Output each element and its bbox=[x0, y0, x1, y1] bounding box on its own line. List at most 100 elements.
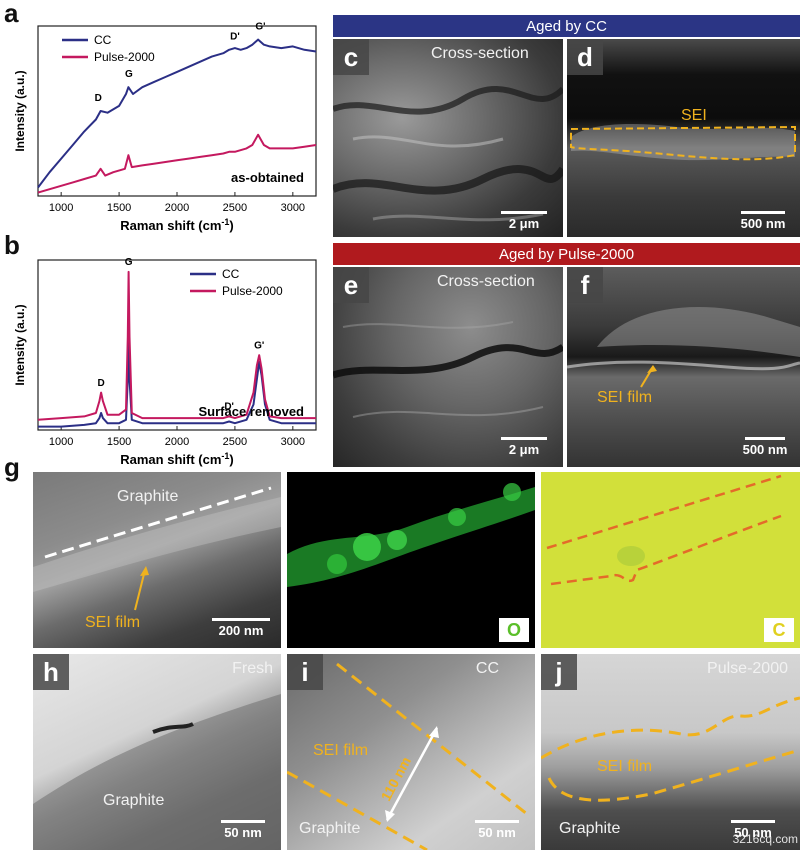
chart-b-xtick-label-0: 1000 bbox=[49, 436, 73, 448]
chart-b-xtick-label-2: 2000 bbox=[165, 436, 189, 448]
chart-b-series-pulse bbox=[37, 270, 316, 421]
scalebar-e: 2 μm bbox=[497, 437, 551, 457]
scalebar-h-text: 50 nm bbox=[224, 825, 262, 840]
element-label-c: C bbox=[764, 618, 794, 642]
caption-i: CC bbox=[475, 660, 499, 677]
band-aged-pulse: Aged by Pulse-2000 bbox=[333, 243, 800, 265]
label-graphite-g1: Graphite bbox=[117, 488, 179, 505]
sem-panel-g1: Graphite SEI film 200 nm bbox=[33, 472, 281, 648]
panel-letter-i: i bbox=[287, 654, 323, 690]
label-sei-film-g1: SEI film bbox=[85, 614, 141, 631]
scalebar-j-text: 50 nm bbox=[734, 825, 772, 840]
chart-b-peak-0: D bbox=[98, 378, 105, 389]
chart-b-xtick-label-1: 1500 bbox=[107, 436, 131, 448]
label-sei-d: SEI bbox=[681, 107, 707, 124]
panel-letter-d: d bbox=[567, 39, 603, 75]
chart-b-legend-label-0: CC bbox=[222, 267, 240, 281]
chart-b-xtick-label-3: 2500 bbox=[223, 436, 247, 448]
label-graphite-h: Graphite bbox=[103, 792, 165, 809]
scalebar-e-text: 2 μm bbox=[508, 442, 540, 457]
tem-overlay-j bbox=[541, 696, 800, 802]
chart-b-legend-label-1: Pulse-2000 bbox=[222, 284, 283, 298]
chart-a-xtick-label-3: 2500 bbox=[223, 202, 247, 214]
label-sei-film-i: SEI film bbox=[313, 742, 369, 759]
band-aged-cc: Aged by CC bbox=[333, 15, 800, 37]
eds-map-oxygen: O bbox=[287, 472, 535, 648]
chart-a-legend-label-0: CC bbox=[94, 33, 112, 47]
scalebar-d-text: 500 nm bbox=[740, 216, 786, 231]
tem-panel-h: h Fresh Graphite 50 nm bbox=[33, 654, 281, 850]
sem-panel-c: c Cross-section 2 μm bbox=[333, 39, 563, 237]
scalebar-d: 500 nm bbox=[731, 211, 795, 231]
label-sei-film-f: SEI film bbox=[597, 389, 653, 406]
panel-letter-c: c bbox=[333, 39, 369, 75]
sem-texture-f bbox=[567, 307, 800, 388]
scalebar-f: 500 nm bbox=[733, 437, 797, 457]
eds-map-carbon: C bbox=[541, 472, 800, 648]
raman-chart-a: Intensity (a.u.) 1000 1500 2000 2500 3000 Rama… bbox=[13, 21, 317, 233]
band-aged-pulse-text: Aged by Pulse-2000 bbox=[498, 245, 635, 263]
caption-j: Pulse-2000 bbox=[707, 660, 788, 677]
label-graphite-j: Graphite bbox=[559, 820, 621, 837]
chart-a-xtick-label-4: 3000 bbox=[281, 202, 305, 214]
label-sei-film-j: SEI film bbox=[597, 758, 653, 775]
chart-b-peak-1: G bbox=[125, 257, 133, 268]
scalebar-i: 50 nm bbox=[469, 820, 525, 840]
chart-b-xtick-label-4: 3000 bbox=[281, 436, 305, 448]
sem-panel-d: d SEI 500 nm bbox=[567, 39, 800, 237]
caption-c: Cross-section bbox=[431, 45, 529, 62]
panel-letter-f: f bbox=[567, 267, 603, 303]
carbon-outline bbox=[546, 474, 782, 586]
element-label-o: O bbox=[499, 618, 529, 642]
chart-b-annotation: Surface removed bbox=[199, 404, 305, 419]
chart-b-ylabel: Intensity (a.u.) bbox=[13, 304, 27, 385]
scalebar-i-text: 50 nm bbox=[478, 825, 516, 840]
chart-a-peak-3: G' bbox=[255, 21, 265, 32]
tem-panel-j: j Pulse-2000 SEI film Graphite 50 nm 321… bbox=[541, 654, 800, 850]
scalebar-j: 50 nm bbox=[725, 820, 781, 840]
chart-a-series-pulse bbox=[37, 133, 317, 194]
raman-chart-b: Intensity (a.u.) 1000 1500 2000 2500 3000 Rama… bbox=[13, 257, 317, 467]
scalebar-f-text: 500 nm bbox=[742, 442, 788, 457]
panel-letter-j: j bbox=[541, 654, 577, 690]
panel-letter-h: h bbox=[33, 654, 69, 690]
panel-letter-e: e bbox=[333, 267, 369, 303]
caption-e: Cross-section bbox=[437, 273, 535, 290]
scalebar-c: 2 μm bbox=[497, 211, 551, 231]
label-graphite-i: Graphite bbox=[299, 820, 361, 837]
sem-texture-e bbox=[333, 321, 563, 418]
scalebar-g1-text: 200 nm bbox=[218, 623, 264, 638]
scalebar-h: 50 nm bbox=[215, 820, 271, 840]
chart-a-annotation: as-obtained bbox=[231, 170, 304, 185]
chart-a-xtick-label-1: 1500 bbox=[107, 202, 131, 214]
watermark: 3216cq.com bbox=[732, 832, 798, 846]
panel-label-a: a bbox=[4, 0, 19, 28]
sem-panel-f: f SEI film 500 nm bbox=[567, 267, 800, 467]
tem-texture-h bbox=[33, 694, 281, 850]
chart-a-xtick-label-0: 1000 bbox=[49, 202, 73, 214]
oxygen-distribution bbox=[287, 483, 535, 587]
chart-b-peak-2: D' bbox=[224, 402, 234, 413]
chart-a-series-cc bbox=[37, 38, 317, 189]
sem-panel-e: e Cross-section 2 μm bbox=[333, 267, 563, 467]
tem-panel-i: 110 nm i CC SEI film Graphite 50 nm bbox=[287, 654, 535, 850]
chart-b-xlabel: Raman shift (cm-1) bbox=[120, 451, 234, 467]
sem-overlay-g1 bbox=[33, 486, 281, 611]
tem-overlay-i: 110 nm bbox=[287, 662, 528, 850]
sei-outline-d bbox=[570, 124, 796, 161]
chart-a-xlabel: Raman shift (cm-1) bbox=[120, 217, 234, 233]
panel-label-g: g bbox=[4, 452, 20, 482]
band-aged-cc-text: Aged by CC bbox=[526, 17, 607, 35]
caption-h: Fresh bbox=[232, 660, 273, 677]
chart-a-ylabel: Intensity (a.u.) bbox=[13, 70, 27, 151]
panel-label-b: b bbox=[4, 230, 20, 260]
chart-a-peak-1: G bbox=[125, 69, 133, 80]
chart-b-peak-3: G' bbox=[254, 340, 264, 351]
sem-texture-c bbox=[333, 86, 563, 222]
chart-a-peak-2: D' bbox=[230, 32, 240, 43]
chart-a-peak-0: D bbox=[95, 93, 102, 104]
scalebar-c-text: 2 μm bbox=[508, 216, 540, 231]
scalebar-g1: 200 nm bbox=[209, 618, 273, 638]
chart-a-xtick-label-2: 2000 bbox=[165, 202, 189, 214]
chart-a-legend-label-1: Pulse-2000 bbox=[94, 50, 155, 64]
